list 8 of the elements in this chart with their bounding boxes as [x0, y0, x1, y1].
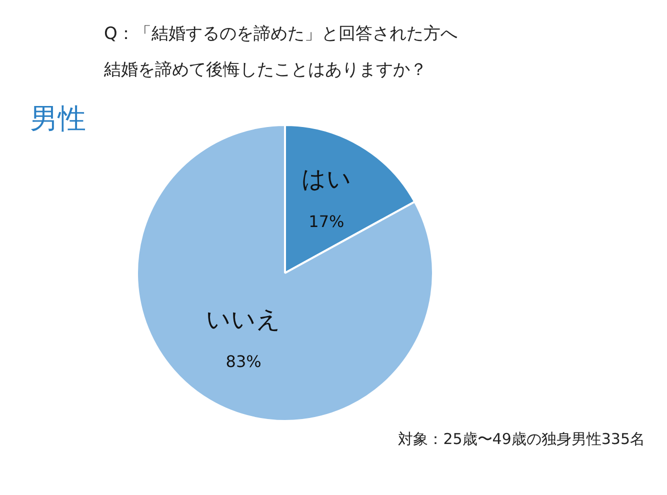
slice-label: はい [301, 165, 352, 194]
chart-title: Q：「結婚するのを諦めた」と回答された方へ [104, 23, 458, 45]
text: 男性 [30, 101, 86, 137]
data-label: 17% [308, 212, 344, 232]
chart-subtitle: 結婚を諦めて後悔したことはありますか？ [104, 59, 427, 81]
data-label: 83% [226, 352, 262, 372]
text: 対象：25歳〜49歳の独身男性335名 [398, 430, 645, 449]
slice-label: いいえ [206, 305, 282, 334]
